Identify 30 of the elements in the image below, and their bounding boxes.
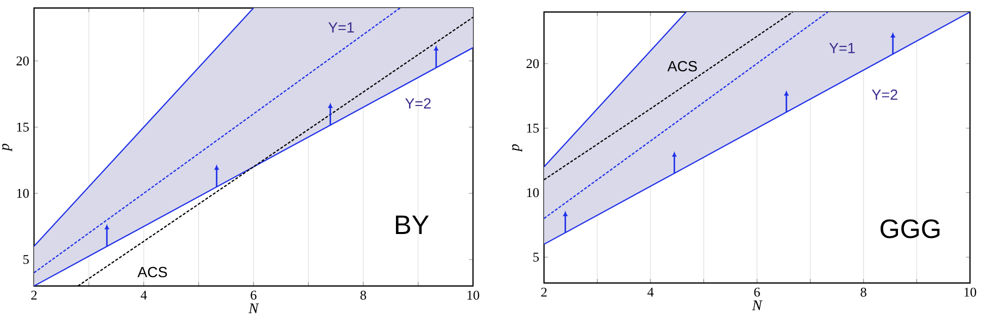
x-tick-label: 10	[468, 290, 480, 300]
annotation: Υ=2	[405, 98, 431, 108]
x-axis-title: N	[752, 300, 763, 310]
annotation: Υ=1	[829, 43, 855, 54]
annotation: GGG	[880, 219, 940, 238]
annotation: BY	[396, 216, 429, 234]
annotation: ACS	[137, 266, 167, 278]
y-tick-label: 5	[23, 255, 29, 264]
x-tick-label: 4	[140, 290, 147, 300]
annotation: ACS	[667, 61, 697, 72]
x-tick-label: 8	[860, 288, 866, 297]
x-tick-label: 8	[360, 290, 366, 300]
y-tick-label: 15	[527, 124, 539, 133]
x-tick-label: 6	[754, 288, 760, 297]
y-tick-label: 10	[17, 188, 29, 198]
x-tick-label: 4	[647, 288, 654, 296]
x-tick-label: 6	[250, 290, 256, 300]
x-axis-title: N	[248, 304, 260, 314]
y-axis-title: p	[2, 144, 12, 152]
y-tick-label: 10	[527, 188, 539, 198]
x-tick-label: 2	[31, 290, 37, 300]
y-tick-label: 15	[17, 122, 29, 132]
annotation: Υ=2	[872, 90, 898, 100]
y-axis-title: p	[512, 144, 522, 152]
y-tick-label: 20	[526, 59, 539, 68]
annotation: Υ=1	[328, 22, 354, 32]
x-tick-label: 2	[541, 288, 547, 297]
y-tick-label: 20	[16, 56, 29, 66]
y-tick-label: 5	[533, 252, 539, 262]
x-tick-label: 10	[964, 288, 976, 297]
